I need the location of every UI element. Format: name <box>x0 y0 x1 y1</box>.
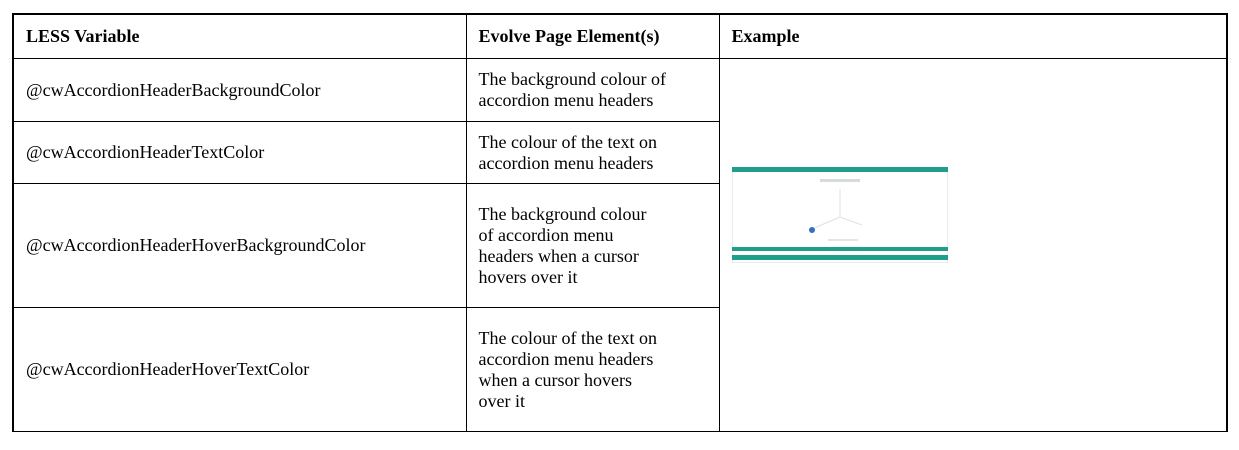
variable-cell: @cwAccordionHeaderHoverBackgroundColor <box>12 183 467 308</box>
header-cell: Evolve Page Element(s) <box>465 13 720 59</box>
example-thumbnail <box>731 167 948 263</box>
table-row: @cwAccordionHeaderHoverTextColor The col… <box>12 307 1227 432</box>
description-cell: The background colour of accordion menu … <box>465 183 720 308</box>
header-cell: LESS Variable <box>12 13 467 59</box>
table-row: @cwAccordionHeaderHoverBackgroundColor T… <box>12 183 1227 308</box>
table-row: @cwAccordionHeaderBackgroundColor The ba… <box>12 58 1228 432</box>
variable-cell: @cwAccordionHeaderTextColor <box>12 121 467 184</box>
variable-cell: @cwAccordionHeaderBackgroundColor <box>12 58 467 122</box>
table-row: @cwAccordionHeaderTextColor The colour o… <box>12 121 1227 184</box>
header-cell: Example <box>718 13 1228 59</box>
description-cell: The colour of the text on accordion menu… <box>465 307 720 432</box>
variables-table: LESS Variable Evolve Page Element(s) Exa… <box>12 13 1228 432</box>
description-cell: The background colour of accordion menu … <box>465 58 720 122</box>
variable-cell: @cwAccordionHeaderHoverTextColor <box>12 307 467 432</box>
example-cell <box>718 58 1228 432</box>
header-row: LESS Variable Evolve Page Element(s) Exa… <box>12 13 1228 59</box>
description-cell: The colour of the text on accordion menu… <box>465 121 720 184</box>
